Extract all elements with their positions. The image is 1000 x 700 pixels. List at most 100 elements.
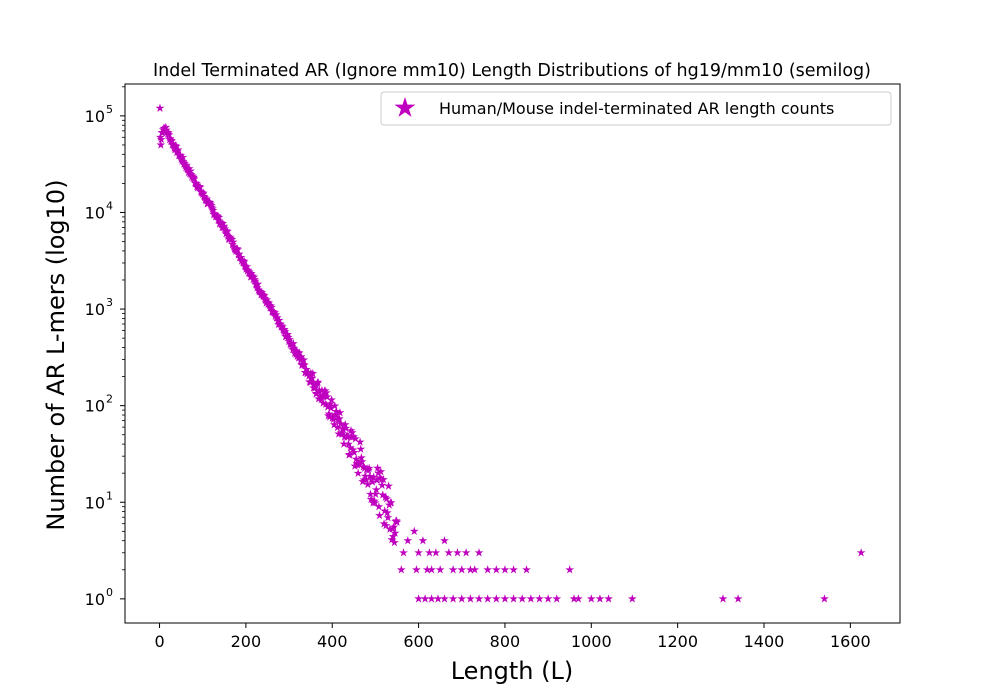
y-tick-label: 10 [85, 590, 105, 609]
data-point [219, 221, 229, 230]
data-point [233, 245, 243, 254]
data-point [380, 492, 390, 501]
data-point [440, 536, 449, 545]
data-point [381, 520, 391, 530]
data-point [440, 594, 449, 603]
data-point [156, 134, 166, 144]
data-point [718, 594, 728, 603]
data-point [322, 388, 331, 397]
data-point [380, 506, 390, 515]
data-point [627, 594, 637, 603]
data-point [522, 565, 531, 574]
data-point [270, 308, 279, 317]
data-point [390, 528, 400, 537]
data-point [573, 594, 583, 603]
data-point [509, 594, 518, 603]
data-point [239, 256, 249, 265]
data-point [435, 565, 445, 574]
data-point [248, 271, 257, 280]
data-point [274, 315, 284, 324]
data-point [307, 373, 317, 382]
data-point [396, 565, 406, 574]
legend-star-marker [394, 97, 416, 117]
data-point [180, 158, 189, 167]
data-point [329, 414, 338, 424]
data-point [517, 594, 527, 603]
data-point [214, 212, 224, 222]
data-point [349, 447, 359, 457]
data-point [285, 334, 294, 344]
data-point [414, 548, 423, 557]
data-point [330, 401, 340, 410]
data-point [300, 360, 309, 369]
data-point [366, 494, 376, 504]
data-point [296, 352, 306, 361]
x-tick-label: 0 [154, 632, 164, 651]
data-point [335, 408, 345, 417]
data-point [358, 462, 368, 471]
data-point [250, 276, 260, 285]
data-point [375, 473, 385, 482]
data-point [370, 498, 380, 507]
y-tick-exponent: 4 [106, 199, 113, 212]
y-tick-exponent: 2 [106, 393, 113, 406]
data-point [341, 423, 351, 433]
data-point [543, 594, 553, 603]
data-point [360, 471, 370, 480]
data-point [158, 127, 167, 137]
data-point [155, 103, 165, 112]
data-point [371, 489, 381, 499]
data-point [243, 265, 253, 274]
data-point [162, 125, 171, 134]
data-point [420, 594, 430, 603]
data-point [325, 399, 335, 408]
data-point [283, 329, 292, 339]
y-tick-exponent: 3 [106, 296, 113, 309]
data-point [329, 420, 339, 429]
data-point [351, 454, 361, 463]
y-tick-label: 10 [85, 203, 105, 222]
data-point [178, 157, 188, 166]
y-tick-label: 10 [85, 397, 105, 416]
data-point [249, 272, 259, 281]
data-point [453, 548, 462, 557]
data-point [379, 475, 388, 484]
legend: Human/Mouse indel-terminated AR length c… [380, 91, 892, 126]
data-point [218, 218, 228, 228]
data-point [213, 215, 223, 225]
data-point [346, 443, 355, 452]
data-point [375, 510, 384, 520]
data-point [161, 122, 171, 132]
data-point [262, 295, 272, 304]
data-point [322, 392, 332, 401]
plot-frame [124, 83, 901, 624]
data-point [373, 463, 382, 472]
data-point [384, 481, 393, 490]
y-tick-label: 10 [85, 300, 105, 319]
data-point [337, 429, 347, 438]
data-point [299, 355, 309, 364]
data-point [448, 594, 458, 603]
data-point [271, 310, 281, 319]
data-point [347, 428, 357, 437]
data-point [491, 594, 501, 603]
legend-frame [380, 91, 892, 126]
data-point [733, 594, 743, 603]
data-point [363, 479, 373, 489]
data-point [351, 434, 360, 443]
data-point [483, 594, 493, 603]
x-tick-label: 1200 [657, 632, 698, 651]
data-point [227, 234, 237, 244]
legend-label: Human/Mouse indel-terminated AR length c… [439, 99, 834, 118]
data-point [278, 322, 287, 331]
data-point [170, 145, 180, 154]
data-point [332, 410, 342, 419]
data-point [165, 134, 175, 143]
data-point [500, 565, 510, 574]
data-point [357, 457, 367, 466]
data-point [565, 565, 575, 574]
data-point [343, 431, 353, 440]
data-point [390, 537, 399, 547]
